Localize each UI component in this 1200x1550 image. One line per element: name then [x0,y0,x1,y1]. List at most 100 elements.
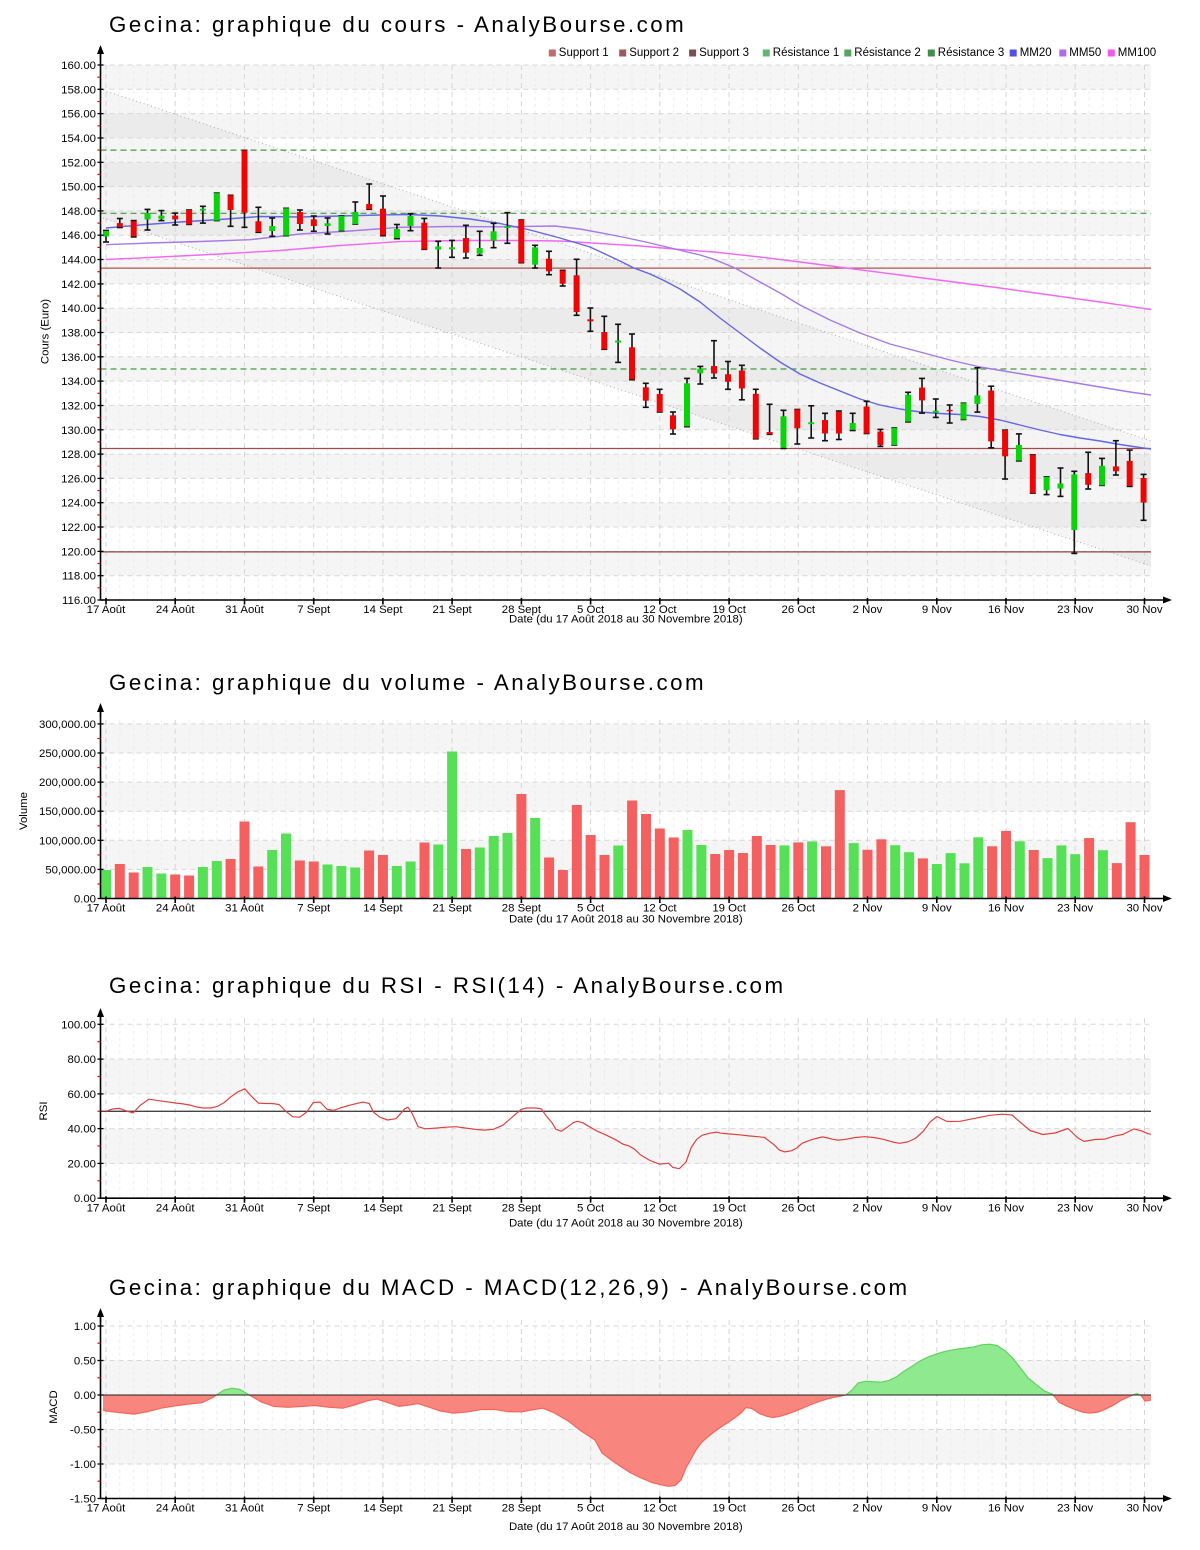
svg-text:2 Nov: 2 Nov [853,1203,883,1215]
svg-text:158.00: 158.00 [61,84,96,96]
svg-text:23 Nov: 23 Nov [1057,1503,1093,1515]
svg-text:30 Nov: 30 Nov [1126,1203,1162,1215]
svg-text:MM20: MM20 [1020,47,1052,59]
svg-text:5 Oct: 5 Oct [577,604,605,616]
svg-text:60.00: 60.00 [67,1089,96,1101]
svg-text:-1.00: -1.00 [70,1459,96,1471]
svg-text:Date (du 17 Août 2018 au 30 No: Date (du 17 Août 2018 au 30 Novembre 201… [509,914,743,926]
svg-text:23 Nov: 23 Nov [1057,903,1093,915]
svg-text:0.00: 0.00 [74,1193,96,1205]
svg-text:RSI: RSI [38,1102,50,1121]
svg-text:12 Oct: 12 Oct [643,903,677,915]
svg-text:MACD: MACD [48,1390,60,1424]
svg-text:1.00: 1.00 [74,1321,96,1333]
svg-text:200,000.00: 200,000.00 [39,777,96,789]
svg-text:144.00: 144.00 [61,255,96,267]
svg-text:Support 2: Support 2 [629,47,679,59]
svg-text:31 Août: 31 Août [225,1503,264,1515]
svg-text:80.00: 80.00 [67,1054,96,1066]
svg-text:Résistance 1: Résistance 1 [773,47,839,59]
svg-text:150.00: 150.00 [61,182,96,194]
svg-text:16 Nov: 16 Nov [988,604,1024,616]
svg-text:31 Août: 31 Août [225,1203,264,1215]
svg-text:Gecina: graphique du RSI - RSI: Gecina: graphique du RSI - RSI(14) - Ana… [109,973,786,998]
svg-text:138.00: 138.00 [61,328,96,340]
svg-text:30 Nov: 30 Nov [1126,604,1162,616]
svg-text:28 Sept: 28 Sept [502,1503,542,1515]
svg-text:128.00: 128.00 [61,449,96,461]
svg-text:Date (du 17 Août 2018 au 30 No: Date (du 17 Août 2018 au 30 Novembre 201… [509,1218,743,1230]
svg-text:118.00: 118.00 [62,571,96,583]
svg-text:150,000.00: 150,000.00 [39,806,96,818]
svg-text:30 Nov: 30 Nov [1126,903,1162,915]
svg-text:132.00: 132.00 [61,401,96,413]
svg-text:24 Août: 24 Août [156,1503,195,1515]
svg-text:23 Nov: 23 Nov [1057,1203,1093,1215]
svg-text:12 Oct: 12 Oct [643,1203,677,1215]
svg-text:136.00: 136.00 [61,352,96,364]
svg-text:142.00: 142.00 [61,279,96,291]
svg-text:152.00: 152.00 [61,157,96,169]
svg-text:126.00: 126.00 [61,473,96,485]
svg-text:Date (du 17 Août 2018 au 30 No: Date (du 17 Août 2018 au 30 Novembre 201… [509,614,743,626]
svg-text:120.00: 120.00 [61,546,96,558]
svg-text:24 Août: 24 Août [156,1203,195,1215]
svg-text:Support 1: Support 1 [559,47,609,59]
svg-text:2 Nov: 2 Nov [853,1503,883,1515]
svg-text:24 Août: 24 Août [156,604,195,616]
svg-text:19 Oct: 19 Oct [712,604,746,616]
svg-text:122.00: 122.00 [61,522,96,534]
svg-text:MM50: MM50 [1069,47,1101,59]
svg-text:26 Oct: 26 Oct [782,1203,816,1215]
svg-text:9 Nov: 9 Nov [922,1203,952,1215]
svg-text:9 Nov: 9 Nov [922,1503,952,1515]
svg-text:19 Oct: 19 Oct [712,903,746,915]
svg-text:31 Août: 31 Août [225,903,264,915]
svg-text:-0.50: -0.50 [70,1425,96,1437]
svg-text:19 Oct: 19 Oct [712,1503,746,1515]
svg-text:Date (du 17 Août 2018 au 30 No: Date (du 17 Août 2018 au 30 Novembre 201… [509,1521,743,1533]
svg-text:14 Sept: 14 Sept [363,903,403,915]
svg-text:14 Sept: 14 Sept [363,604,403,616]
svg-text:2 Nov: 2 Nov [853,903,883,915]
svg-text:140.00: 140.00 [61,303,96,315]
svg-text:100.00: 100.00 [61,1019,96,1031]
svg-text:16 Nov: 16 Nov [988,1503,1024,1515]
svg-text:40.00: 40.00 [67,1124,96,1136]
svg-text:19 Oct: 19 Oct [712,1203,746,1215]
svg-text:134.00: 134.00 [61,376,96,388]
svg-text:Résistance 3: Résistance 3 [938,47,1004,59]
svg-text:7 Sept: 7 Sept [297,1503,331,1515]
svg-text:7 Sept: 7 Sept [297,604,331,616]
svg-text:Gecina: graphique du volume -: Gecina: graphique du volume - AnalyBours… [109,670,706,695]
svg-text:17 Août: 17 Août [87,1503,126,1515]
svg-text:17 Août: 17 Août [87,1203,126,1215]
svg-text:130.00: 130.00 [61,425,96,437]
svg-text:21 Sept: 21 Sept [432,604,472,616]
svg-text:9 Nov: 9 Nov [922,604,952,616]
svg-text:160.00: 160.00 [61,60,96,72]
svg-text:9 Nov: 9 Nov [922,903,952,915]
svg-text:116.00: 116.00 [62,595,96,607]
svg-text:-1.50: -1.50 [70,1494,96,1506]
svg-text:2 Nov: 2 Nov [853,604,883,616]
svg-text:Gecina: graphique du MACD - MA: Gecina: graphique du MACD - MACD(12,26,9… [109,1275,910,1300]
svg-text:124.00: 124.00 [61,498,96,510]
svg-text:0.00: 0.00 [74,1390,96,1402]
svg-text:148.00: 148.00 [61,206,96,218]
svg-text:31 Août: 31 Août [225,604,264,616]
svg-text:17 Août: 17 Août [87,604,126,616]
svg-text:21 Sept: 21 Sept [432,903,472,915]
svg-text:Cours (Euro): Cours (Euro) [40,299,52,364]
svg-text:26 Oct: 26 Oct [782,1503,816,1515]
svg-text:28 Sept: 28 Sept [502,1203,542,1215]
svg-text:16 Nov: 16 Nov [988,903,1024,915]
svg-text:30 Nov: 30 Nov [1126,1503,1162,1515]
svg-text:Volume: Volume [18,792,30,830]
svg-text:24 Août: 24 Août [156,903,195,915]
svg-text:0.50: 0.50 [74,1356,96,1368]
svg-text:5 Oct: 5 Oct [577,1503,605,1515]
svg-text:0.00: 0.00 [74,894,96,906]
svg-text:14 Sept: 14 Sept [363,1503,403,1515]
svg-text:26 Oct: 26 Oct [782,604,816,616]
